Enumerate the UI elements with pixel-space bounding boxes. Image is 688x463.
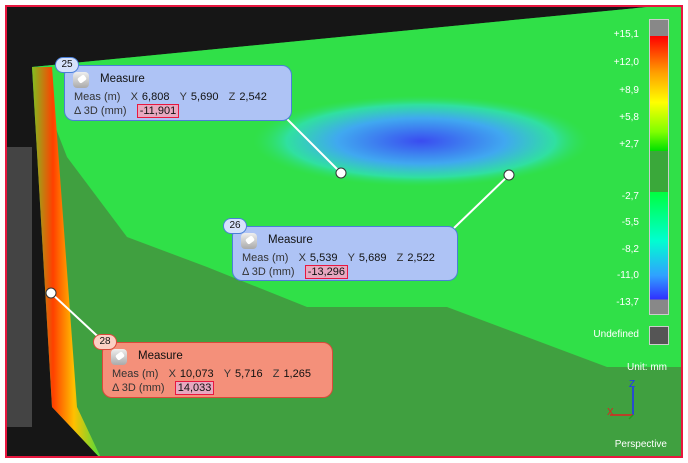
- measure-callout-25[interactable]: 25 Measure Meas (m) X 6,808 Y 5,690 Z 2,542…: [55, 57, 292, 121]
- z-axis-label: Z: [629, 379, 635, 390]
- meas-label: Meas (m): [242, 252, 289, 264]
- callout-title: Measure: [138, 350, 183, 362]
- viewport-3d[interactable]: 25 Measure Meas (m) X 6,808 Y 5,690 Z 2,542…: [5, 5, 683, 458]
- unit-label: Unit: mm: [627, 362, 667, 373]
- x-label: X: [298, 252, 306, 264]
- y-label: Y: [179, 91, 187, 103]
- delta-label: Δ 3D (mm): [112, 382, 165, 394]
- delta-value: -13,296: [304, 265, 349, 279]
- view-mode-label: Perspective: [614, 439, 667, 450]
- scale-tick-label: +8,9: [619, 85, 639, 96]
- undefined-label: Undefined: [593, 329, 639, 340]
- x-value: 6,808: [141, 91, 170, 103]
- meas-row: Meas (m) X 10,073 Y 5,716 Z 1,265: [112, 368, 315, 380]
- callout-badge: 25: [55, 57, 79, 73]
- meas-label: Meas (m): [74, 91, 121, 103]
- x-axis-label: X: [607, 407, 614, 418]
- scale-tick-label: -8,2: [621, 244, 639, 255]
- delta-label: Δ 3D (mm): [74, 105, 127, 117]
- measure-callout-28[interactable]: 28 Measure Meas (m) X 10,073 Y 5,716 Z 1,26…: [93, 334, 333, 398]
- measure-point-26: [503, 169, 515, 181]
- scale-tick-label: -11,0: [616, 270, 639, 281]
- z-label: Z: [272, 368, 280, 380]
- scale-tick-label: -5,5: [621, 217, 639, 228]
- delta-label: Δ 3D (mm): [242, 266, 295, 278]
- measure-point-28: [45, 287, 57, 299]
- x-value: 10,073: [179, 368, 214, 380]
- z-value: 2,522: [407, 252, 435, 264]
- scale-tick-label: +12,0: [613, 57, 639, 68]
- z-value: 2,542: [239, 91, 267, 103]
- y-label: Y: [347, 252, 355, 264]
- y-label: Y: [223, 368, 232, 380]
- meas-row: Meas (m) X 5,539 Y 5,689 Z 2,522: [242, 252, 439, 264]
- measure-point-25: [335, 167, 347, 179]
- scale-tick-label: -2,7: [621, 191, 639, 202]
- x-value: 5,539: [309, 252, 338, 264]
- measure-callout-26[interactable]: 26 Measure Meas (m) X 5,539 Y 5,689 Z 2,522…: [223, 218, 458, 281]
- callout-title: Measure: [100, 73, 145, 85]
- y-value: 5,690: [190, 91, 219, 103]
- undefined-swatch: [649, 326, 669, 345]
- scale-tick-label: +15,1: [613, 29, 639, 40]
- delta-row: Δ 3D (mm) -11,901: [74, 104, 183, 118]
- scale-tick-label: -13,7: [616, 297, 639, 308]
- color-scale-bar: [649, 19, 669, 315]
- meas-label: Meas (m): [112, 368, 159, 380]
- y-value: 5,716: [235, 368, 263, 380]
- tag-icon: [73, 72, 89, 88]
- delta-value: -11,901: [136, 104, 180, 118]
- delta-row: Δ 3D (mm) 14,033: [112, 381, 218, 395]
- x-label: X: [130, 91, 138, 103]
- y-value: 5,689: [358, 252, 387, 264]
- callout-badge: 26: [223, 218, 247, 234]
- z-value: 1,265: [283, 368, 311, 380]
- z-label: Z: [396, 252, 404, 264]
- axis-triad-icon: Z X: [607, 379, 635, 420]
- scale-tick-label: +2,7: [619, 139, 639, 150]
- delta-value: 14,033: [174, 381, 215, 395]
- z-label: Z: [228, 91, 236, 103]
- tag-icon: [241, 233, 257, 249]
- scale-tick-label: +5,8: [619, 112, 639, 123]
- callout-title: Measure: [268, 234, 313, 246]
- delta-row: Δ 3D (mm) -13,296: [242, 265, 352, 279]
- tag-icon: [111, 349, 127, 365]
- callout-badge: 28: [93, 334, 117, 350]
- meas-row: Meas (m) X 6,808 Y 5,690 Z 2,542: [74, 91, 271, 103]
- x-label: X: [168, 368, 176, 380]
